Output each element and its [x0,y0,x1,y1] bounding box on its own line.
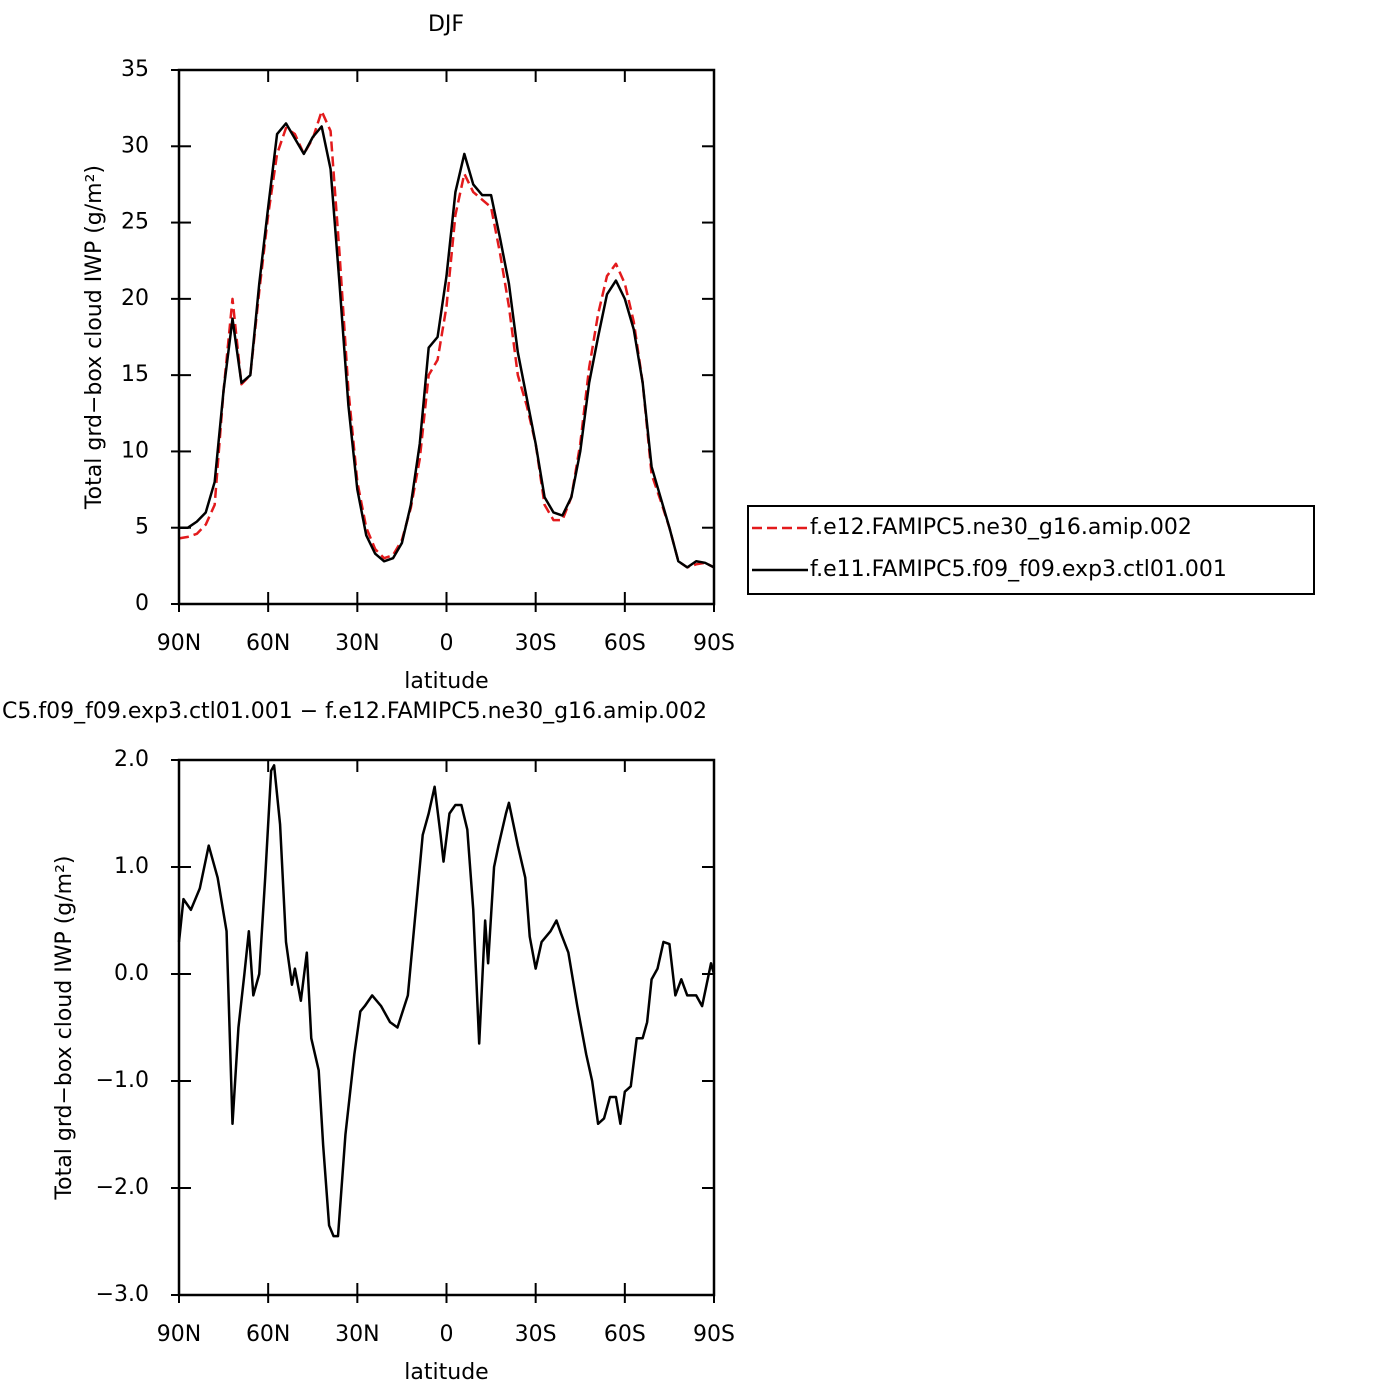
data-line [178,109,715,569]
legend-label: f.e11.FAMIPC5.f09_f09.exp3.ctl01.001 [810,557,1227,582]
y-axis-label: Total grd−box cloud IWP (g/m²) [52,855,77,1200]
y-tick-label: 20 [121,286,149,311]
x-tick-label: 90N [157,1322,201,1347]
y-tick-label: 15 [121,362,149,387]
x-tick-label: 60N [246,631,290,656]
y-tick-label: 0 [135,591,149,616]
x-axis-label: latitude [404,669,488,694]
x-tick-label: 30N [335,1322,379,1347]
y-tick-label: 35 [121,57,149,82]
x-tick-label: 30S [515,631,557,656]
legend-label: f.e12.FAMIPC5.ne30_g16.amip.002 [810,515,1192,540]
chart-title: C5.f09_f09.exp3.ctl01.001 − f.e12.FAMIPC… [2,699,707,724]
y-tick-label: −3.0 [96,1282,149,1307]
x-tick-label: 90S [693,631,735,656]
x-tick-label: 30N [335,631,379,656]
x-tick-label: 90S [693,1322,735,1347]
y-tick-label: 2.0 [114,747,149,772]
x-axis-label: latitude [404,1360,488,1385]
x-tick-label: 0 [440,631,454,656]
x-tick-label: 90N [157,631,201,656]
x-tick-label: 60S [604,1322,646,1347]
x-tick-label: 0 [440,1322,454,1347]
data-line [177,764,716,1238]
y-axis-label: Total grd−box cloud IWP (g/m²) [82,165,107,510]
data-line [179,122,715,569]
plot-frame [177,68,716,606]
legend-box [747,505,1315,595]
y-tick-label: 1.0 [114,854,149,879]
y-tick-label: −1.0 [96,1068,149,1093]
y-tick-label: 5 [135,515,149,540]
y-tick-label: 0.0 [114,961,149,986]
x-tick-label: 60S [604,631,646,656]
x-tick-label: 60N [246,1322,290,1347]
chart-title: DJF [428,12,464,37]
y-tick-label: 10 [121,438,149,463]
y-tick-label: 30 [121,133,149,158]
y-tick-label: 25 [121,210,149,235]
x-tick-label: 30S [515,1322,557,1347]
y-tick-label: −2.0 [96,1175,149,1200]
